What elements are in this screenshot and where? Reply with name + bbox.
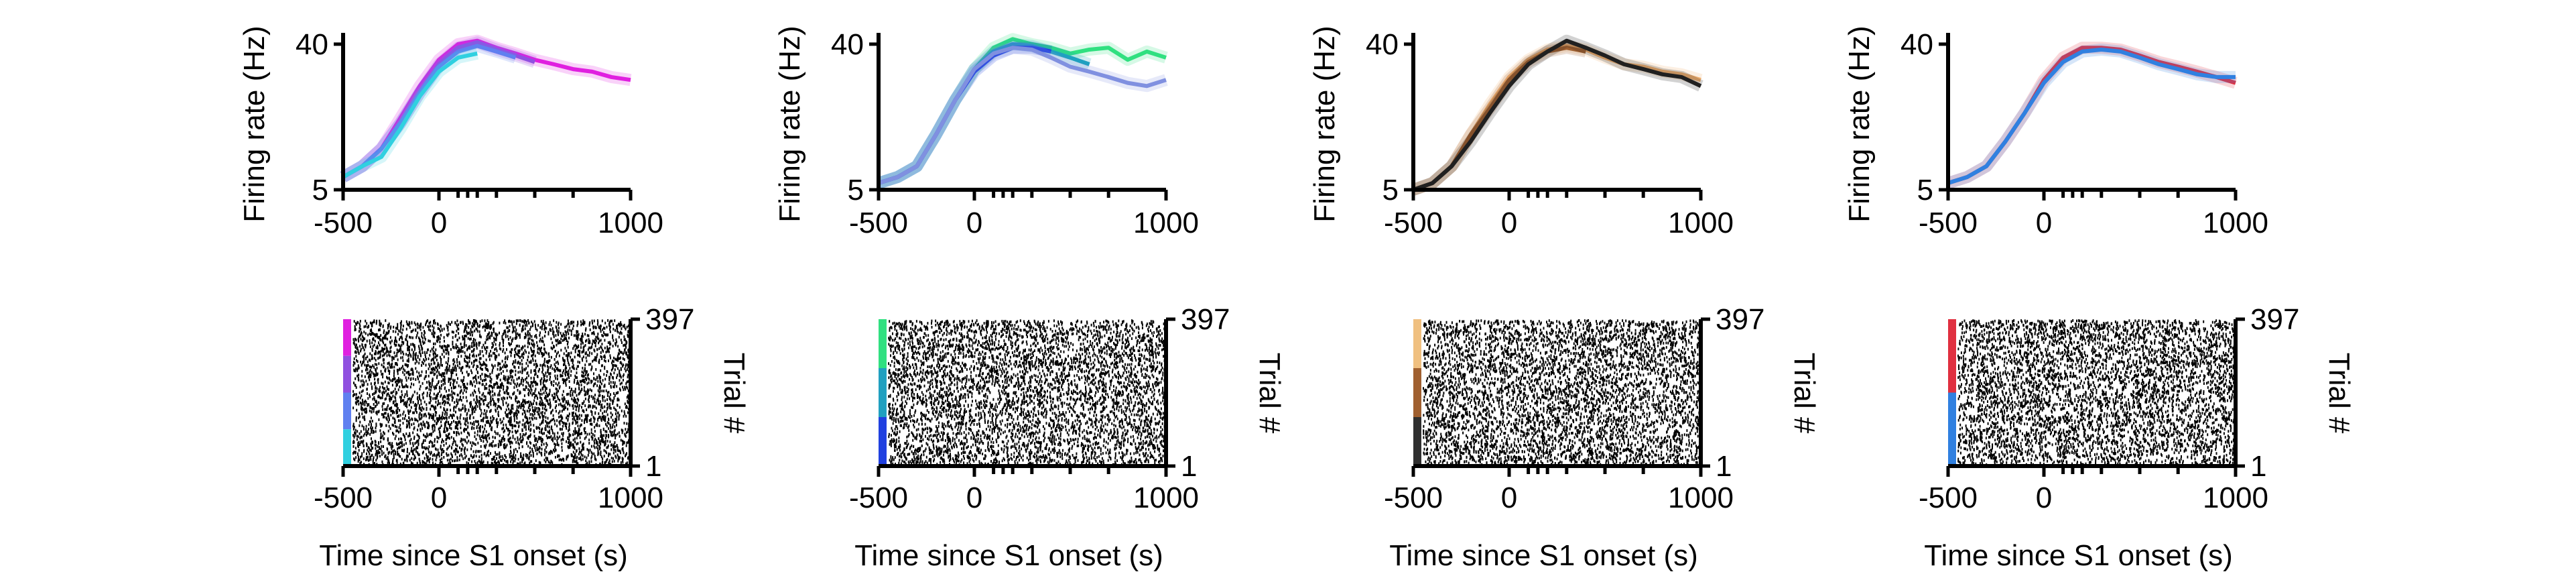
x-tick-label: 0 [1501, 481, 1517, 514]
raster-spikes [352, 319, 631, 466]
y-axis-label: Firing rate (Hz) [238, 25, 271, 222]
y-axis-label: Trial # [2323, 353, 2356, 434]
group-strip [343, 392, 351, 430]
x-axis-label: Time since S1 onset (s) [319, 539, 628, 572]
series-band [1411, 34, 1703, 196]
y-tick-label: 1 [2250, 450, 2266, 483]
y-tick-label: 40 [1366, 28, 1399, 61]
series-line [1947, 47, 2236, 185]
y-tick-label: 1 [1716, 450, 1732, 483]
x-tick-label: 1000 [598, 207, 663, 239]
x-tick-label: -500 [1919, 207, 1978, 239]
x-tick-label: 0 [966, 207, 982, 239]
x-tick-label: 0 [2036, 481, 2052, 514]
group-strip [343, 429, 351, 466]
group-strip [1413, 368, 1421, 417]
x-tick-label: 0 [1501, 207, 1517, 239]
y-tick-label: 397 [645, 303, 694, 336]
y-tick-label: 40 [831, 28, 864, 61]
y-tick-label: 397 [1181, 303, 1230, 336]
x-tick-label: 0 [966, 481, 982, 514]
group-strip [1413, 319, 1421, 368]
x-axis-label: Time since S1 onset (s) [1389, 539, 1698, 572]
y-tick-label: 397 [2250, 303, 2299, 336]
x-tick-label: -500 [1919, 481, 1978, 514]
x-tick-label: 1000 [598, 481, 663, 514]
raster-spikes [1957, 319, 2236, 466]
raster-spikes [888, 319, 1166, 466]
raster-spikes [1423, 319, 1701, 466]
x-tick-label: 0 [2036, 207, 2052, 239]
y-tick-label: 5 [312, 174, 328, 207]
series-line [342, 51, 478, 179]
x-tick-label: 1000 [1668, 481, 1734, 514]
group-strip [1948, 319, 1956, 393]
x-tick-label: -500 [849, 207, 908, 239]
x-tick-label: 1000 [2203, 481, 2268, 514]
x-tick-label: 0 [431, 207, 447, 239]
x-tick-label: -500 [314, 481, 373, 514]
x-tick-label: -500 [314, 207, 373, 239]
y-axis-label: Firing rate (Hz) [1843, 25, 1876, 222]
x-axis-label: Time since S1 onset (s) [1924, 539, 2233, 572]
y-tick-label: 5 [848, 174, 864, 207]
x-tick-label: -500 [1384, 481, 1443, 514]
series-band [877, 42, 1168, 189]
series-band [877, 42, 1053, 189]
x-tick-label: 1000 [1668, 207, 1734, 239]
x-tick-label: 0 [431, 481, 447, 514]
y-axis-label: Trial # [1253, 353, 1286, 434]
y-tick-label: 5 [1917, 174, 1933, 207]
x-tick-label: 1000 [1133, 481, 1199, 514]
series-line [878, 46, 1167, 185]
y-tick-label: 1 [1181, 450, 1197, 483]
x-axis-label: Time since S1 onset (s) [854, 539, 1163, 572]
x-tick-label: -500 [1384, 207, 1443, 239]
series-line [1413, 46, 1586, 192]
y-tick-label: 1 [645, 450, 661, 483]
group-strip [343, 319, 351, 356]
group-strip [1413, 417, 1421, 466]
series-line [1413, 38, 1702, 192]
series-band [1411, 42, 1588, 196]
group-strip [343, 355, 351, 393]
group-strip [1948, 392, 1956, 466]
y-axis-label: Firing rate (Hz) [1308, 25, 1341, 222]
y-axis-label: Trial # [718, 353, 751, 434]
x-tick-label: -500 [849, 481, 908, 514]
x-tick-label: 1000 [1133, 207, 1199, 239]
y-tick-label: 5 [1382, 174, 1399, 207]
group-strip [879, 417, 887, 466]
series-line [878, 46, 1051, 185]
series-line [342, 44, 517, 179]
x-tick-label: 1000 [2203, 207, 2268, 239]
y-tick-label: 397 [1716, 303, 1764, 336]
group-strip [879, 368, 887, 417]
y-axis-label: Firing rate (Hz) [773, 25, 806, 222]
y-tick-label: 40 [1901, 28, 1933, 61]
y-tick-label: 40 [296, 28, 328, 61]
y-axis-label: Trial # [1788, 353, 1821, 434]
group-strip [879, 319, 887, 368]
